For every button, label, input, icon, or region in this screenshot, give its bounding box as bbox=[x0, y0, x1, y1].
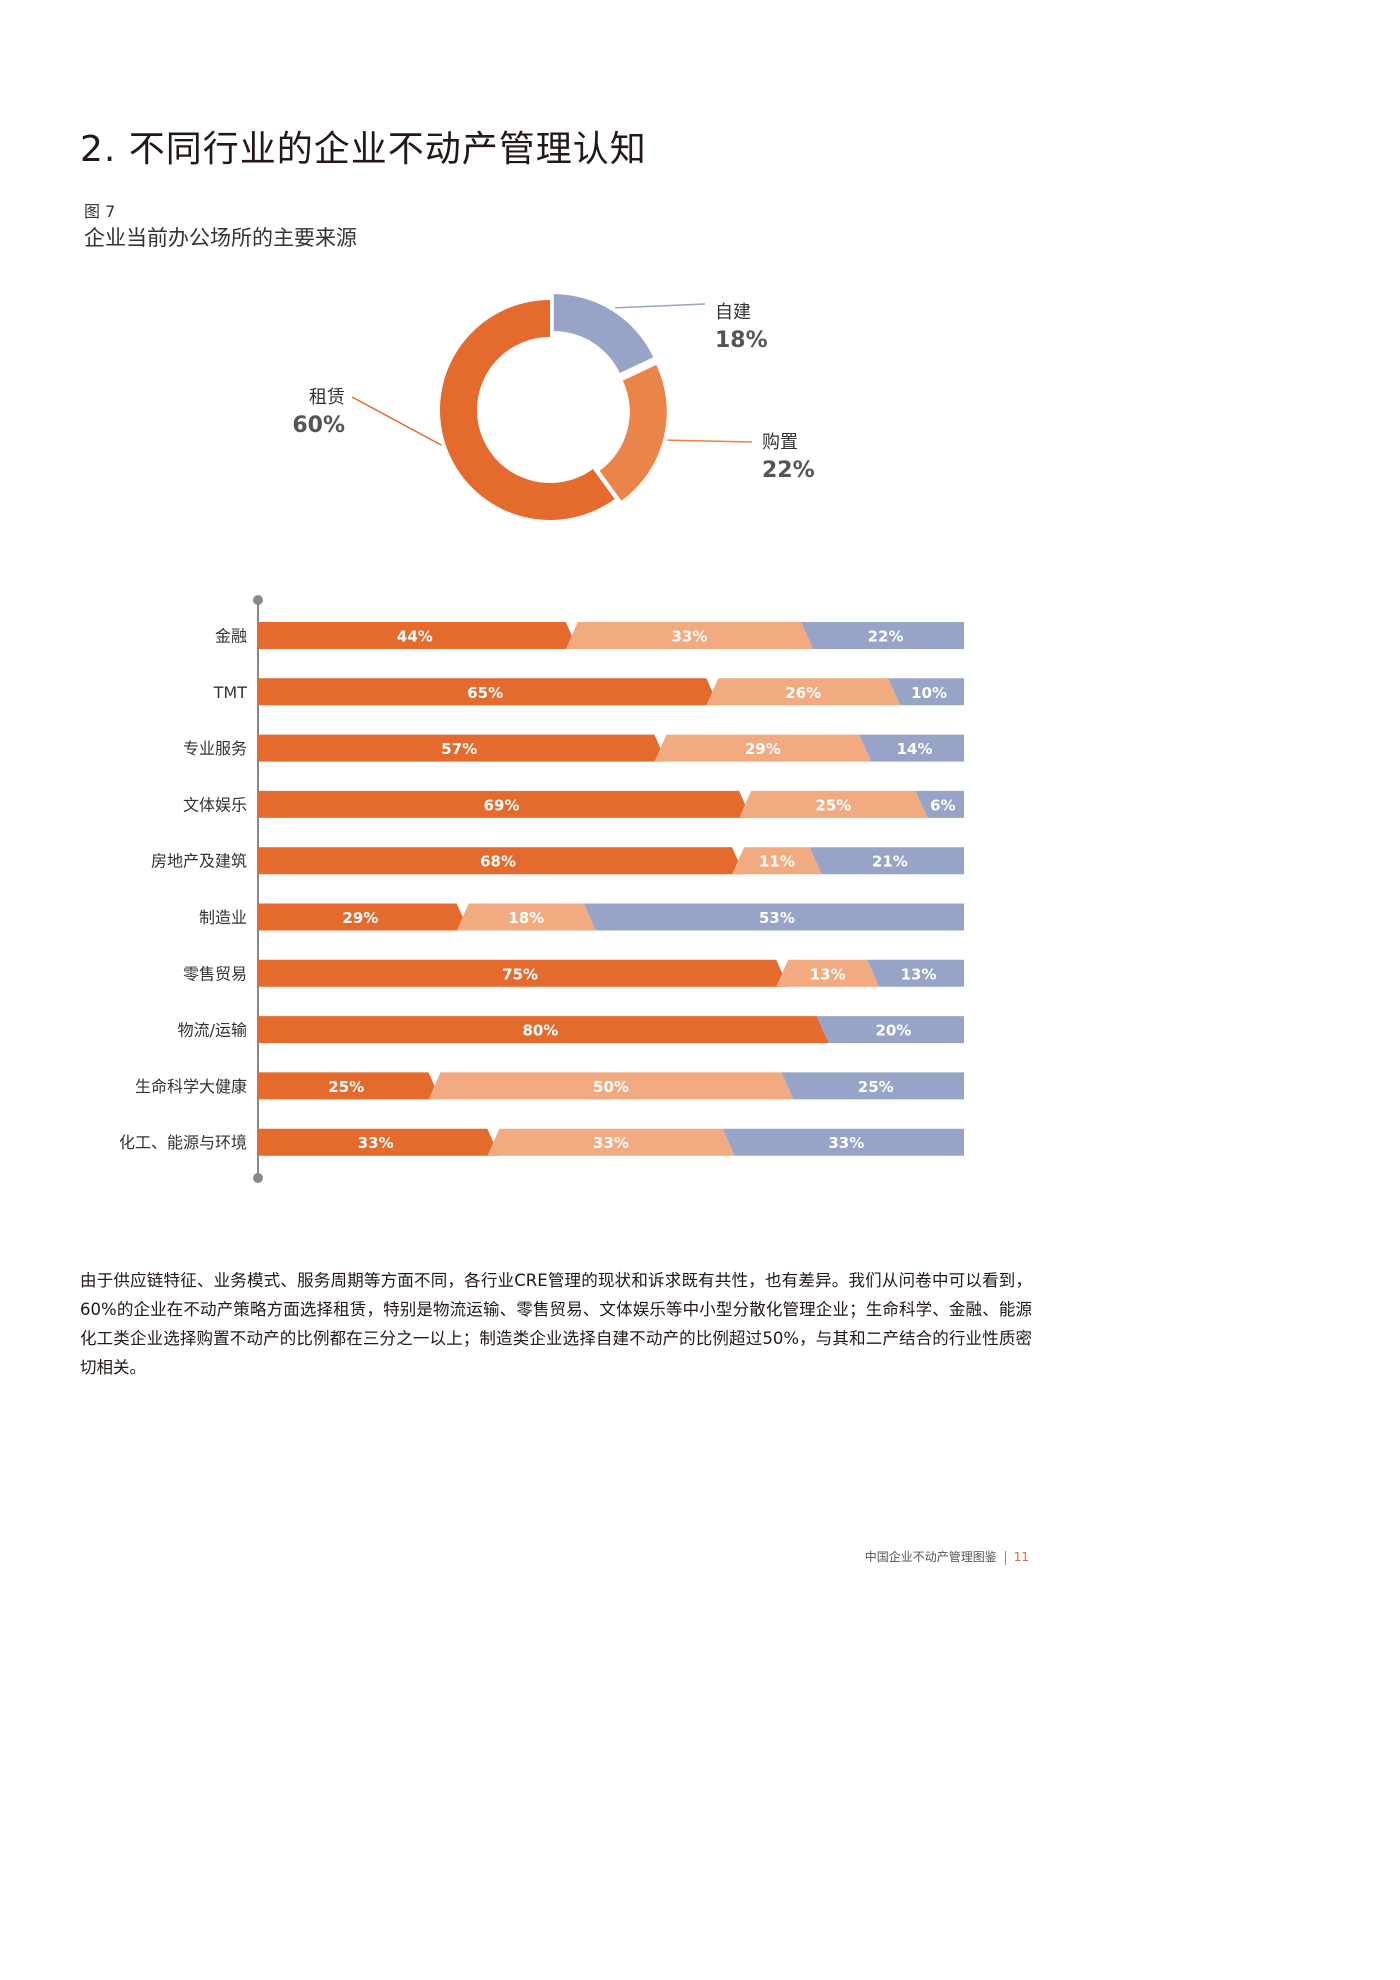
bar-value-label: 68% bbox=[480, 853, 516, 871]
donut-value-label: 60% bbox=[292, 413, 345, 438]
donut-slice-3 bbox=[439, 300, 615, 521]
bar-value-label: 33% bbox=[593, 1134, 629, 1152]
bar-segment-租赁 bbox=[258, 622, 578, 649]
bar-value-label: 25% bbox=[858, 1078, 894, 1096]
bar-value-label: 65% bbox=[467, 684, 503, 702]
bar-segment-租赁 bbox=[258, 959, 789, 987]
bar-segment-购置 bbox=[739, 790, 928, 818]
category-label: 化工、能源与环境 bbox=[119, 1133, 247, 1152]
donut-callout-line bbox=[667, 439, 753, 443]
bar-value-label: 21% bbox=[872, 853, 908, 871]
bar-segment-租赁 bbox=[258, 734, 667, 762]
figure-title: 企业当前办公场所的主要来源 bbox=[84, 226, 357, 250]
bar-segment-购置 bbox=[776, 959, 880, 987]
y-axis-cap-top bbox=[253, 595, 263, 605]
page-title: 2. 不同行业的企业不动产管理认知 bbox=[80, 129, 647, 170]
bar-value-label: 29% bbox=[745, 740, 781, 758]
category-label: 房地产及建筑 bbox=[151, 852, 247, 871]
body-paragraph: 由于供应链特征、业务模式、服务周期等方面不同，各行业CRE管理的现状和诉求既有共… bbox=[80, 1271, 1032, 1377]
page-footer: 中国企业不动产管理图鉴 11 bbox=[865, 1548, 1029, 1565]
bar-segment-租赁 bbox=[258, 1072, 441, 1100]
bar-segment-租赁 bbox=[258, 903, 469, 931]
bar-segment-租赁 bbox=[258, 847, 745, 875]
bar-value-label: 33% bbox=[358, 1134, 394, 1152]
bar-segment-自建 bbox=[859, 734, 964, 762]
bar-value-label: 25% bbox=[815, 796, 851, 814]
category-label: 金融 bbox=[215, 627, 247, 646]
footer-divider bbox=[1004, 1550, 1006, 1565]
bar-value-label: 11% bbox=[759, 853, 795, 871]
donut-label: 自建 bbox=[715, 302, 751, 323]
category-label: 生命科学大健康 bbox=[135, 1077, 247, 1096]
bar-segment-自建 bbox=[583, 903, 964, 931]
bar-value-label: 50% bbox=[593, 1078, 629, 1096]
bar-value-label: 44% bbox=[397, 628, 433, 646]
bar-segment-租赁 bbox=[258, 1016, 829, 1044]
bar-segment-购置 bbox=[654, 734, 872, 762]
bar-value-label: 13% bbox=[901, 965, 937, 983]
bar-segment-自建 bbox=[722, 1128, 964, 1156]
bar-value-label: 26% bbox=[785, 684, 821, 702]
bar-value-label: 20% bbox=[875, 1022, 911, 1040]
bar-value-label: 53% bbox=[759, 909, 795, 927]
bar-value-label: 33% bbox=[828, 1134, 864, 1152]
bar-segment-自建 bbox=[915, 790, 964, 818]
bar-segment-购置 bbox=[565, 622, 814, 649]
category-label: TMT bbox=[213, 683, 248, 702]
bar-segment-租赁 bbox=[258, 678, 719, 706]
bar-segment-购置 bbox=[732, 847, 822, 875]
bar-value-label: 69% bbox=[484, 796, 520, 814]
bar-segment-购置 bbox=[706, 678, 901, 706]
page-number: 11 bbox=[1013, 1550, 1029, 1564]
bar-value-label: 75% bbox=[502, 965, 538, 983]
bar-segment-自建 bbox=[888, 678, 964, 706]
bar-segment-租赁 bbox=[258, 1128, 500, 1156]
donut-value-label: 22% bbox=[762, 458, 815, 483]
donut-callout-line bbox=[351, 396, 442, 446]
bar-value-label: 29% bbox=[342, 909, 378, 927]
category-label: 零售贸易 bbox=[183, 964, 247, 983]
bar-value-label: 22% bbox=[868, 628, 904, 646]
bar-value-label: 57% bbox=[441, 740, 477, 758]
bar-value-label: 14% bbox=[897, 740, 933, 758]
bar-segment-购置 bbox=[428, 1072, 794, 1100]
donut-value-label: 18% bbox=[715, 328, 768, 353]
bar-value-label: 10% bbox=[911, 684, 947, 702]
bar-value-label: 6% bbox=[930, 796, 955, 814]
category-label: 文体娱乐 bbox=[183, 795, 247, 814]
bar-value-label: 80% bbox=[522, 1022, 558, 1040]
bar-segment-自建 bbox=[816, 1016, 964, 1044]
bar-value-label: 25% bbox=[328, 1078, 364, 1096]
bar-segment-自建 bbox=[809, 847, 964, 875]
bar-value-label: 33% bbox=[671, 628, 707, 646]
bar-segment-自建 bbox=[867, 959, 964, 987]
donut-chart: 自建 18% 购置 22% 租赁 60% bbox=[292, 294, 815, 521]
bar-segment-自建 bbox=[801, 622, 964, 649]
donut-slice-2 bbox=[599, 364, 667, 501]
footer-title: 中国企业不动产管理图鉴 bbox=[864, 1550, 997, 1564]
bar-segment-购置 bbox=[487, 1128, 735, 1156]
category-label: 专业服务 bbox=[183, 739, 247, 758]
bar-segment-租赁 bbox=[258, 790, 752, 818]
donut-label: 购置 bbox=[762, 432, 798, 453]
y-axis-cap-bottom bbox=[253, 1173, 263, 1183]
donut-callout-line bbox=[614, 303, 706, 309]
donut-label: 租赁 bbox=[309, 387, 345, 408]
category-label: 物流/运输 bbox=[178, 1021, 247, 1040]
bar-value-label: 18% bbox=[508, 909, 544, 927]
bar-segment-自建 bbox=[781, 1072, 964, 1100]
figure-number: 图 7 bbox=[84, 202, 116, 221]
donut-slice-1 bbox=[553, 294, 654, 374]
category-label: 制造业 bbox=[199, 908, 247, 927]
bar-segment-购置 bbox=[456, 903, 596, 931]
bar-value-label: 13% bbox=[810, 965, 846, 983]
